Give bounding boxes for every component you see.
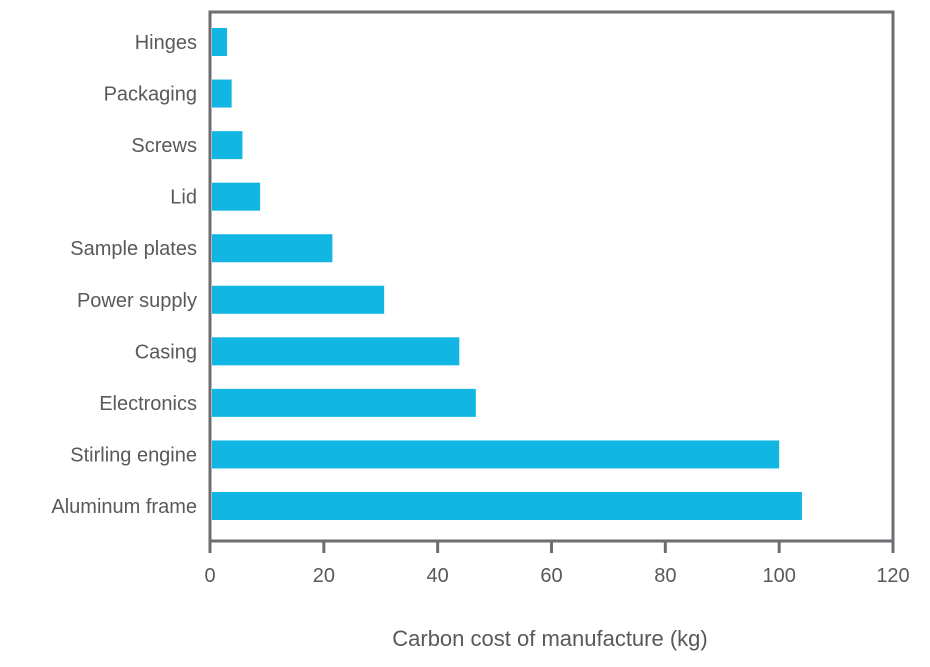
bar-hinges (212, 28, 228, 56)
bar-sample-plates (212, 234, 333, 263)
x-tick-label: 120 (876, 565, 909, 587)
x-tick-label: 0 (204, 565, 215, 587)
x-axis-label: Carbon cost of manufacture (kg) (392, 626, 707, 651)
bar-packaging (212, 79, 232, 108)
category-label: Power supply (77, 290, 197, 312)
bar-casing (212, 337, 460, 366)
category-label: Electronics (99, 393, 197, 415)
category-label: Stirling engine (70, 444, 197, 466)
x-tick-label: 100 (762, 565, 795, 587)
bar-electronics (212, 388, 476, 417)
bar-screws (212, 131, 243, 160)
x-tick-label: 20 (313, 565, 335, 587)
bar-aluminum-frame (212, 492, 802, 520)
bar-lid (212, 182, 261, 211)
category-label: Hinges (135, 32, 197, 54)
x-tick-label: 60 (540, 565, 562, 587)
category-label: Screws (131, 135, 197, 157)
category-label: Lid (170, 187, 197, 209)
x-tick-label: 80 (654, 565, 676, 587)
category-label: Sample plates (70, 238, 197, 260)
category-label: Aluminum frame (51, 496, 197, 518)
category-label: Packaging (104, 84, 197, 106)
bar-stirling-engine (212, 440, 780, 469)
bar-power-supply (212, 285, 385, 314)
category-label: Casing (135, 341, 197, 363)
x-tick-label: 40 (427, 565, 449, 587)
